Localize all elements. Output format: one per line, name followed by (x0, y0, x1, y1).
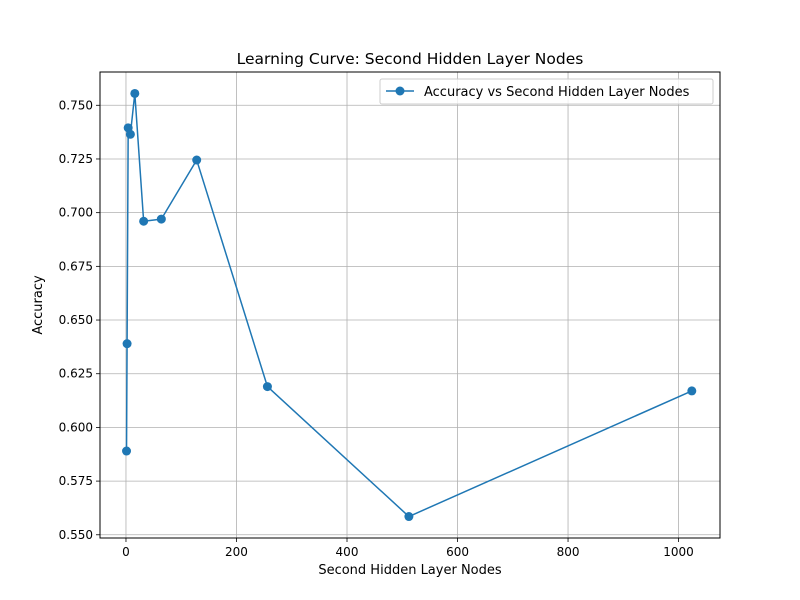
data-point (125, 129, 135, 139)
data-point (192, 155, 202, 165)
y-tick-label: 0.575 (59, 474, 93, 488)
legend-box (379, 78, 714, 105)
data-point (130, 88, 140, 98)
y-tick-label: 0.675 (59, 259, 93, 273)
data-point (139, 216, 149, 226)
x-tick-label: 800 (557, 545, 580, 559)
legend-label: Accuracy vs Second Hidden Layer Nodes (424, 85, 690, 100)
data-point (687, 386, 697, 396)
series-layer (122, 88, 697, 522)
data-point (122, 339, 132, 349)
x-tick-label: 1000 (663, 545, 694, 559)
x-tick-label: 600 (446, 545, 469, 559)
x-tick-label: 200 (225, 545, 248, 559)
legend: Accuracy vs Second Hidden Layer Nodes (379, 78, 714, 105)
y-tick-label: 0.750 (59, 98, 93, 112)
x-tick-label: 0 (122, 545, 130, 559)
y-tick-label: 0.625 (59, 367, 93, 381)
y-tick-label: 0.700 (59, 206, 93, 220)
plot-frame (99, 71, 721, 539)
legend-marker (395, 86, 405, 96)
y-tick-label: 0.650 (59, 313, 93, 327)
y-tick-label: 0.725 (59, 152, 93, 166)
y-tick-label: 0.550 (59, 528, 93, 542)
ticks-layer: 0 200 400 600 800 1000 0.550 0.575 0.600 0.625 0.6… (59, 98, 694, 559)
grid-layer (100, 72, 720, 538)
data-point (404, 512, 414, 522)
chart-title: Learning Curve: Second Hidden Layer Node… (237, 50, 584, 68)
data-point (156, 214, 166, 224)
data-point (122, 446, 132, 456)
y-tick-label: 0.600 (59, 420, 93, 434)
y-axis-label: Accuracy (31, 275, 46, 335)
x-axis-label: Second Hidden Layer Nodes (318, 563, 502, 578)
x-tick-label: 400 (336, 545, 359, 559)
data-point (262, 382, 272, 392)
